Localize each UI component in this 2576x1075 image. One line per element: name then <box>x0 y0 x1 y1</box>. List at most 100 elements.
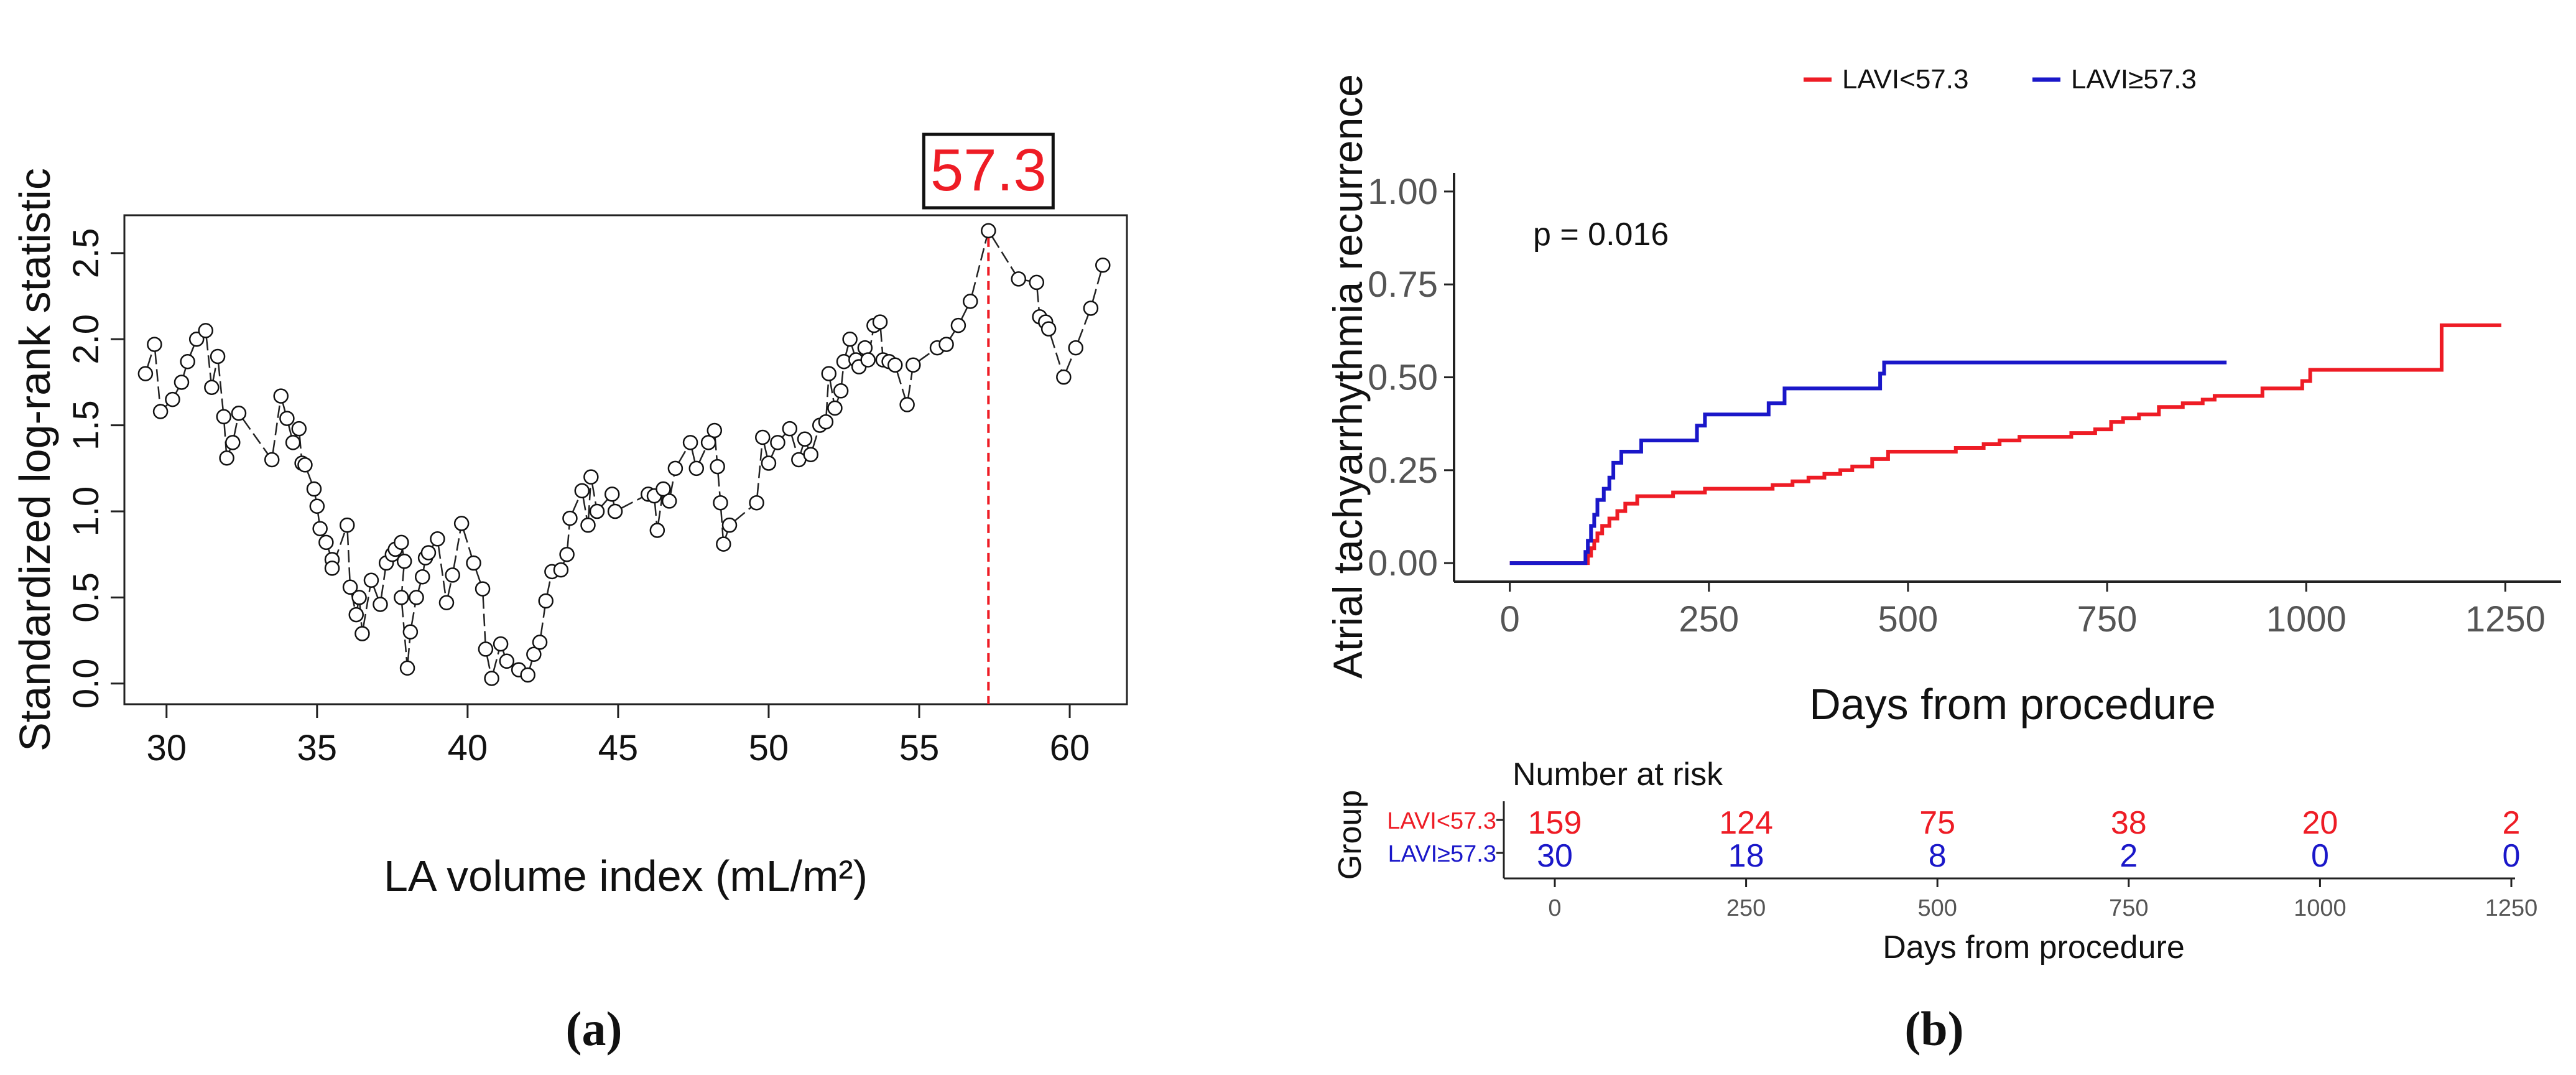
risk-table-cell: 38 <box>2111 805 2147 841</box>
panel-a-point <box>583 469 599 485</box>
panel-a-connector <box>453 531 461 568</box>
panel-a-point <box>312 521 328 536</box>
panel-a-point <box>394 534 409 551</box>
panel-a-point <box>309 498 325 514</box>
panel-b-y-axis: 0.00 0.25 0.50 0.75 1.00 <box>1368 172 1454 584</box>
panel-a-point <box>402 624 419 640</box>
panel-a-points <box>137 223 1111 686</box>
panel-a-point <box>950 317 966 333</box>
panel-a-point <box>152 404 169 419</box>
panel-a-point <box>872 314 888 330</box>
panel-b-legend: LAVI<57.3 LAVI≥57.3 <box>1804 64 2197 95</box>
panel-a-connector <box>175 388 179 394</box>
panel-a-point <box>318 534 334 551</box>
risk-table-x-tick-label: 1250 <box>2485 895 2538 921</box>
panel-a-point <box>782 421 798 437</box>
panel-a-y-axis: 0.0 0.5 1.0 1.5 2.0 2.5 <box>66 228 124 709</box>
panel-a-connector <box>223 424 227 451</box>
panel-a-point <box>291 421 307 437</box>
panel-b-x-tick-label: 1250 <box>2465 599 2546 640</box>
panel-a-connector <box>546 579 552 594</box>
panel-a-point <box>532 635 548 650</box>
panel-a-connector <box>154 351 161 404</box>
risk-table-cell: 18 <box>1728 838 1764 874</box>
panel-a-plot-frame <box>123 214 1128 705</box>
panel-a-connector <box>373 587 379 598</box>
risk-table-x-axis: 0 250 500 750 1000 1250 <box>1548 878 2537 921</box>
panel-a-point <box>394 590 409 605</box>
panel-a-connector <box>401 569 405 590</box>
panel-a-connector <box>763 444 768 457</box>
panel-a-point <box>210 348 226 365</box>
panel-a-connector <box>307 472 312 483</box>
panel-a-connector <box>678 449 688 463</box>
panel-a-point <box>797 431 813 447</box>
panel-a-point <box>297 457 313 473</box>
panel-a-point <box>180 353 195 370</box>
panel-a-point <box>174 375 190 390</box>
panel-a-connector <box>851 346 855 353</box>
panel-a-point <box>574 483 590 499</box>
curve-lavi-high <box>1509 360 2227 565</box>
panel-a-connector <box>1036 289 1040 310</box>
panel-a-point <box>348 607 364 623</box>
panel-a-point <box>478 641 494 657</box>
panel-a-point <box>716 536 731 552</box>
panel-b-x-tick-label: 500 <box>1878 599 1939 640</box>
panel-a-point <box>466 555 481 571</box>
curve-lavi-low <box>1509 323 2501 565</box>
panel-a-point <box>339 517 355 533</box>
panel-a-connector <box>621 496 642 509</box>
risk-table-cell: 2 <box>2120 838 2138 874</box>
panel-a-connector <box>825 381 830 415</box>
panel-a-connector <box>493 651 500 672</box>
panel-a-connector <box>734 506 752 521</box>
panel-a-connector <box>591 484 597 505</box>
panel-a-connector <box>380 570 386 597</box>
risk-table-cell: 20 <box>2302 805 2338 841</box>
panel-a-point <box>938 337 954 352</box>
panel-a-point <box>755 429 771 445</box>
panel-a-point <box>981 223 996 239</box>
panel-a-point <box>453 516 470 531</box>
panel-a-point <box>225 435 241 450</box>
panel-a-connector <box>299 436 302 456</box>
panel-a-connector <box>502 651 506 654</box>
panel-a-point <box>604 486 620 502</box>
panel-a-connector <box>836 398 840 402</box>
panel-a-point <box>231 406 247 421</box>
risk-table-group-label: Group <box>1332 790 1368 880</box>
panel-b-x-tick-label: 1000 <box>2266 599 2347 640</box>
panel-a-y-tick-label: 1.5 <box>66 400 106 450</box>
panel-a-connector <box>800 445 804 453</box>
panel-a-connector <box>417 584 422 591</box>
panel-a-point <box>713 495 728 511</box>
panel-a-point <box>1068 340 1083 356</box>
panel-a-connector <box>328 549 331 553</box>
panel-a-connector <box>756 444 763 496</box>
panel-a-connector <box>698 449 707 462</box>
panel-a-connector <box>272 403 281 453</box>
panel-a-connector <box>657 496 664 523</box>
panel-a-connector <box>587 484 591 518</box>
panel-a-point <box>445 567 460 583</box>
risk-table-cell: 159 <box>1528 805 1582 841</box>
panel-a-x-axis: 30 35 40 45 50 55 60 <box>147 704 1090 768</box>
panel-b-p-value: p = 0.016 <box>1533 216 1669 253</box>
panel-a-connector <box>475 569 481 582</box>
panel-a-point <box>342 579 358 595</box>
panel-a-point <box>188 332 205 347</box>
panel-a-point <box>219 450 234 466</box>
panel-a-point <box>860 352 876 368</box>
panel-b-curves <box>1509 323 2501 565</box>
panel-a-point <box>553 562 569 578</box>
panel-a-connector <box>165 404 168 407</box>
panel-a-y-tick-label: 0.0 <box>66 658 106 709</box>
panel-a-connector <box>782 434 785 438</box>
panel-a-connector <box>572 497 580 512</box>
panel-a-connector <box>991 236 1016 273</box>
panel-a-point <box>493 636 509 652</box>
panel-a-connector <box>540 608 546 635</box>
panel-a-connector <box>1050 335 1062 371</box>
panel-a-connector <box>841 369 844 384</box>
